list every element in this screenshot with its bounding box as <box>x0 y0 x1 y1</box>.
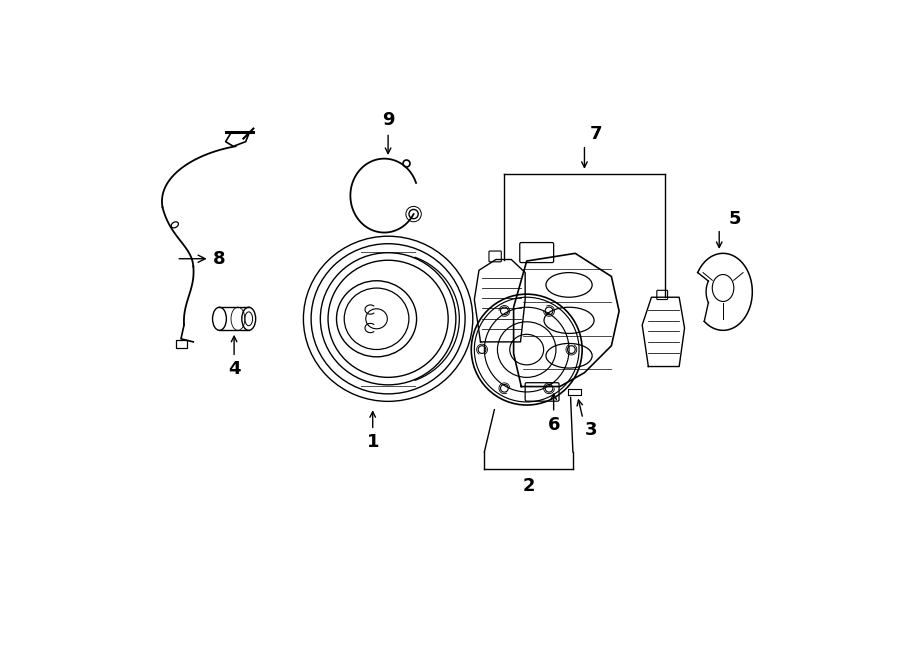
Text: 4: 4 <box>228 360 240 378</box>
Text: 5: 5 <box>728 210 741 227</box>
Text: 2: 2 <box>522 477 535 495</box>
Text: 9: 9 <box>382 111 394 129</box>
Text: 7: 7 <box>590 125 602 143</box>
Text: 8: 8 <box>179 250 225 268</box>
Text: 6: 6 <box>547 416 560 434</box>
Text: 3: 3 <box>584 422 597 440</box>
Text: 1: 1 <box>366 433 379 451</box>
Bar <box>176 340 187 348</box>
